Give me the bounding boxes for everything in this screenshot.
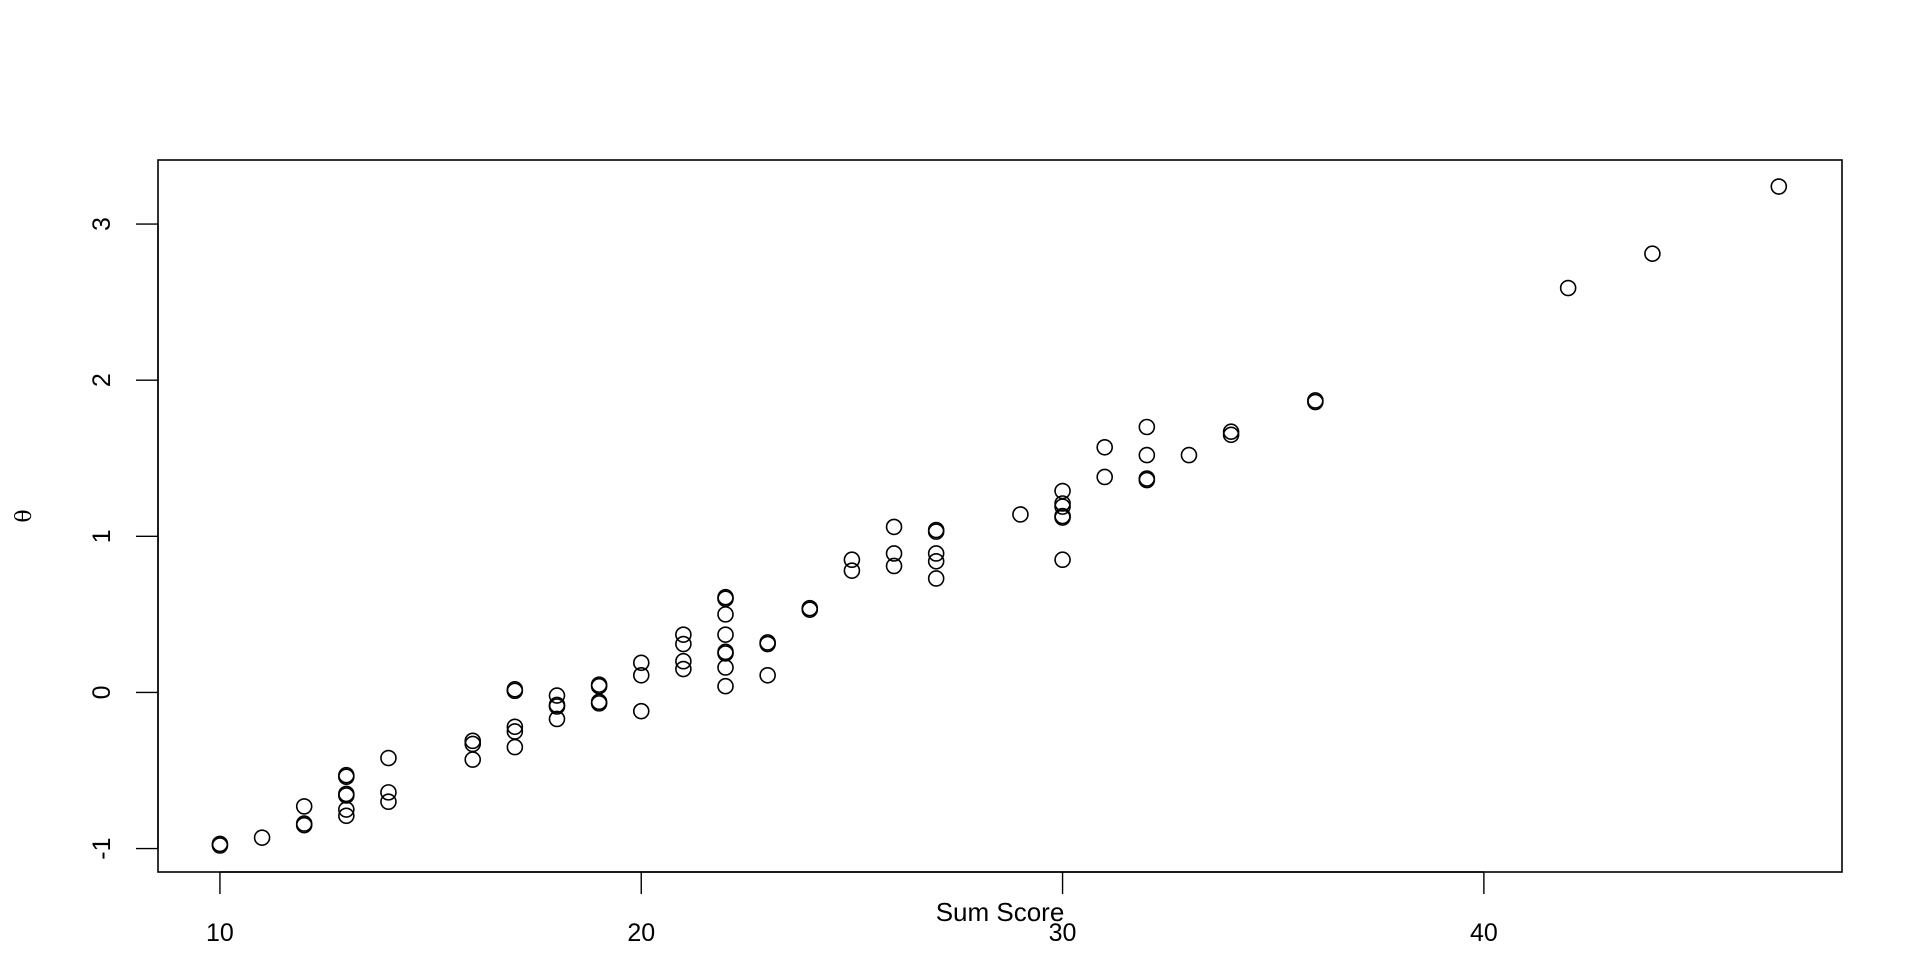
x-axis-label: Sum Score — [936, 897, 1065, 927]
y-axis: -1 0 1 2 3 — [88, 217, 159, 860]
data-point — [717, 677, 734, 695]
data-point — [1054, 498, 1071, 515]
x-tick-label: 30 — [1049, 919, 1077, 947]
data-point — [759, 635, 776, 653]
data-point — [675, 660, 692, 678]
data-point — [1770, 178, 1788, 195]
data-point — [338, 807, 355, 825]
data-point — [1138, 418, 1156, 436]
data-point — [1096, 438, 1113, 456]
data-point — [1180, 446, 1198, 464]
data-point — [717, 626, 734, 643]
data-point — [1222, 423, 1240, 440]
data-point — [885, 545, 903, 562]
data-point — [927, 545, 945, 562]
data-point — [506, 718, 524, 736]
x-tick-label: 40 — [1470, 919, 1498, 947]
data-point — [1644, 245, 1661, 262]
data-point — [675, 652, 692, 670]
data-point — [295, 816, 313, 834]
data-point — [675, 626, 692, 643]
data-point — [380, 784, 397, 801]
data-point — [759, 666, 776, 684]
data-point — [1559, 279, 1577, 297]
data-point — [253, 829, 271, 846]
data-point — [1307, 392, 1324, 409]
data-point — [1222, 426, 1240, 444]
x-tick-label: 10 — [206, 919, 234, 947]
data-point — [506, 738, 524, 756]
data-point — [464, 735, 482, 753]
data-point — [338, 801, 355, 818]
x-axis: 10 20 30 40 — [206, 871, 1498, 947]
data-point — [548, 710, 566, 728]
data-point — [1096, 468, 1113, 486]
data-point — [338, 787, 355, 804]
y-tick-label: -1 — [88, 837, 116, 859]
data-point — [338, 768, 355, 786]
data-point — [1012, 506, 1029, 523]
y-tick-label: 0 — [88, 685, 116, 699]
data-point — [632, 654, 650, 672]
data-point — [927, 523, 945, 540]
data-point — [927, 570, 945, 587]
plot-frame — [157, 159, 1843, 873]
y-tick-label: 2 — [88, 373, 116, 387]
data-points — [211, 178, 1788, 854]
data-point — [295, 798, 313, 815]
data-point — [1054, 509, 1071, 526]
data-point — [506, 682, 524, 700]
data-point — [843, 562, 861, 579]
y-tick-label: 1 — [88, 529, 116, 543]
data-point — [717, 606, 734, 623]
data-point — [632, 666, 650, 684]
data-point — [675, 635, 692, 653]
data-point — [211, 835, 229, 853]
data-point — [717, 645, 734, 662]
data-point — [380, 793, 397, 811]
data-point — [380, 749, 397, 767]
data-point — [885, 518, 903, 536]
data-point — [590, 695, 608, 712]
data-point — [717, 659, 734, 676]
data-point — [927, 552, 945, 570]
data-point — [801, 601, 819, 618]
data-point — [464, 732, 482, 750]
data-point — [632, 702, 650, 720]
data-point — [1138, 471, 1156, 489]
data-point — [1138, 446, 1156, 464]
data-point — [843, 551, 861, 569]
data-point — [548, 698, 566, 715]
data-point — [548, 687, 566, 704]
data-point — [464, 751, 482, 768]
y-tick-label: 3 — [88, 217, 116, 231]
y-axis-label: θ — [12, 509, 37, 522]
data-point — [885, 557, 903, 575]
x-tick-label: 20 — [627, 919, 655, 947]
data-point — [1054, 551, 1071, 569]
